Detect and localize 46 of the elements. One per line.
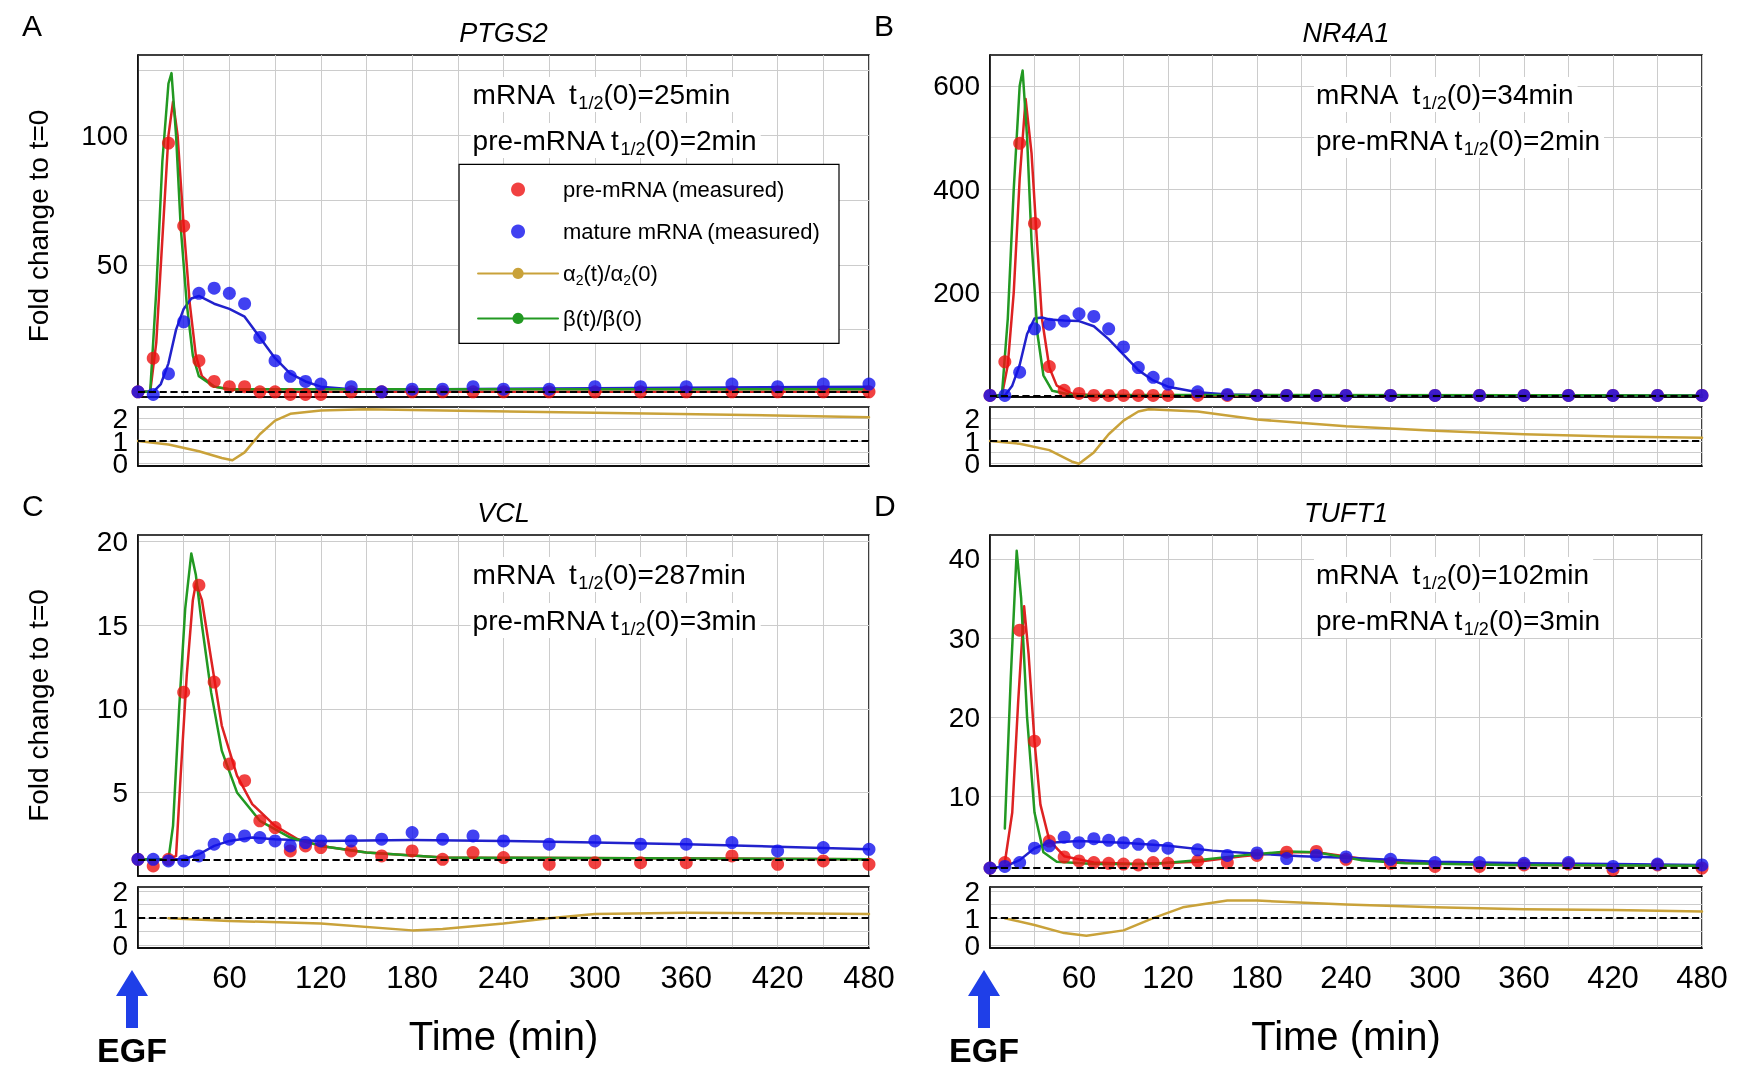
y-axis-title: Fold change to t=0 [22,589,54,822]
x-tick-label: 240 [477,960,530,995]
text: A [22,8,43,42]
chart-title: TUFT1 [1304,498,1388,528]
text: C [22,488,44,522]
x-tick-label: 360 [660,960,713,995]
x-tick-label: 420 [751,960,804,995]
x-axis-title: Time (min) [408,1014,599,1058]
y-tick-label: 600 [933,70,980,102]
y-tick-label: 5 [112,776,128,808]
legend-label: pre-mRNA (measured) [563,176,785,202]
y-tick-label: 20 [96,526,128,558]
y-tick-label: 15 [96,609,128,641]
x-tick-label: 480 [843,960,895,995]
x-tick-label: 180 [1231,960,1283,995]
x-tick-label: 60 [1061,960,1097,995]
legend-label: mature mRNA (measured) [563,218,820,244]
y-tick-label: 50 [96,249,128,281]
x-tick-label: 480 [1676,960,1728,995]
text: EGF [949,1031,1019,1069]
y-tick-label: 200 [933,277,980,309]
x-axis-title: Time (min) [1251,1014,1441,1058]
x-tick-label: 360 [1498,960,1550,995]
y-tick-label: 20 [948,701,980,733]
x-tick-label: 240 [1320,960,1372,995]
y-tick-label: 400 [933,173,980,205]
x-tick-label: 180 [386,960,438,995]
y-tick-label: 40 [948,543,980,575]
text: EGF [97,1031,167,1069]
x-tick-label: 300 [1409,960,1461,995]
legend-label: β(t)/β(0) [563,305,643,331]
y-axis-title: Fold change to t=0 [22,109,54,343]
chart-title: NR4A1 [1302,18,1390,48]
x-tick-label: 120 [1142,960,1194,995]
y-tick-label: 10 [948,781,980,813]
y-tick-label: 100 [81,119,128,151]
y-tick-label: 30 [948,622,980,654]
x-tick-label: 300 [569,960,621,995]
x-tick-label: 120 [294,960,347,995]
x-tick-label: 60 [212,960,247,995]
x-tick-label: 420 [1587,960,1639,995]
chart-title: VCL [477,498,530,528]
y-tick-label: 10 [96,693,128,725]
text: D [874,488,896,522]
chart-title: PTGS2 [459,18,548,48]
text: B [874,8,895,42]
